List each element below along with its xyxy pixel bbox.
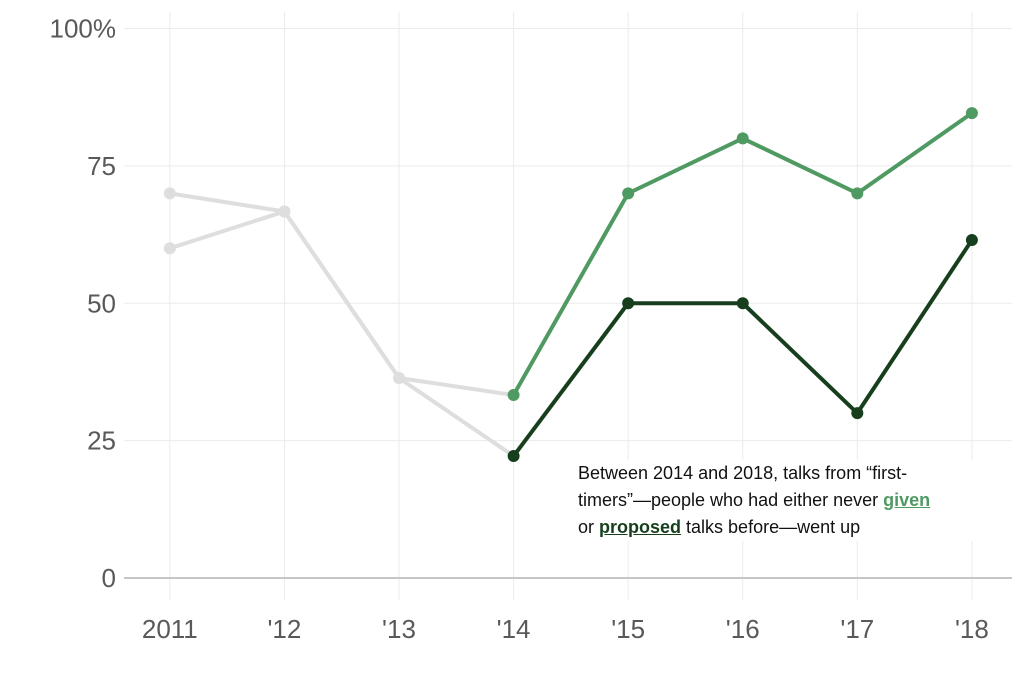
series-points — [163, 107, 978, 463]
x-tick-label: '17 — [840, 614, 874, 644]
y-tick-label: 75 — [87, 151, 116, 181]
annotation-line-2: timers”—people who had either never — [578, 490, 884, 510]
y-tick-label: 100% — [50, 13, 117, 43]
x-tick-label: '14 — [497, 614, 531, 644]
annotation-given-highlight: given — [883, 490, 931, 510]
proposed-point — [163, 187, 176, 200]
x-tick-label: '12 — [267, 614, 301, 644]
given-point — [965, 107, 978, 120]
x-tick-label: '13 — [382, 614, 416, 644]
x-tick-label: '16 — [726, 614, 760, 644]
given-point — [622, 187, 635, 200]
proposed-point — [965, 234, 978, 247]
proposed-point — [622, 297, 635, 310]
annotation-line-1: Between 2014 and 2018, talks from “first… — [578, 463, 908, 483]
proposed-point — [851, 407, 864, 420]
y-tick-label: 50 — [87, 288, 116, 318]
proposed-point — [736, 297, 749, 310]
annotation-line-3-end: talks before—went up — [681, 517, 861, 537]
x-tick-label: '15 — [611, 614, 645, 644]
annotation-line-3-start: or — [578, 517, 600, 537]
chart-annotation: Between 2014 and 2018, talks from “first… — [578, 460, 998, 541]
proposed-point — [392, 371, 405, 384]
y-tick-label: 0 — [102, 563, 116, 593]
proposed-point — [507, 450, 520, 463]
y-tick-label: 25 — [87, 426, 116, 456]
given-point — [163, 242, 176, 255]
y-axis-tick-labels: 0 25 50 75 100% — [50, 13, 117, 593]
x-tick-label: '18 — [955, 614, 989, 644]
given-point — [507, 389, 520, 402]
given-point — [851, 187, 864, 200]
x-axis-tick-labels: 2011 '12 '13 '14 '15 '16 '17 '18 — [142, 614, 989, 644]
proposed-point — [278, 205, 291, 218]
given-point — [736, 132, 749, 145]
x-tick-label: 2011 — [142, 614, 198, 644]
proposed-line-before-2014 — [167, 191, 516, 459]
annotation-proposed-highlight: proposed — [599, 517, 682, 537]
series-lines — [167, 111, 974, 459]
